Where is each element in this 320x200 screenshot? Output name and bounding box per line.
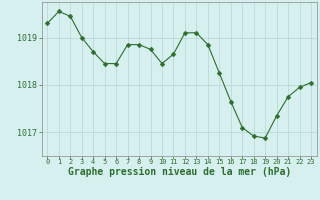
X-axis label: Graphe pression niveau de la mer (hPa): Graphe pression niveau de la mer (hPa) xyxy=(68,167,291,177)
